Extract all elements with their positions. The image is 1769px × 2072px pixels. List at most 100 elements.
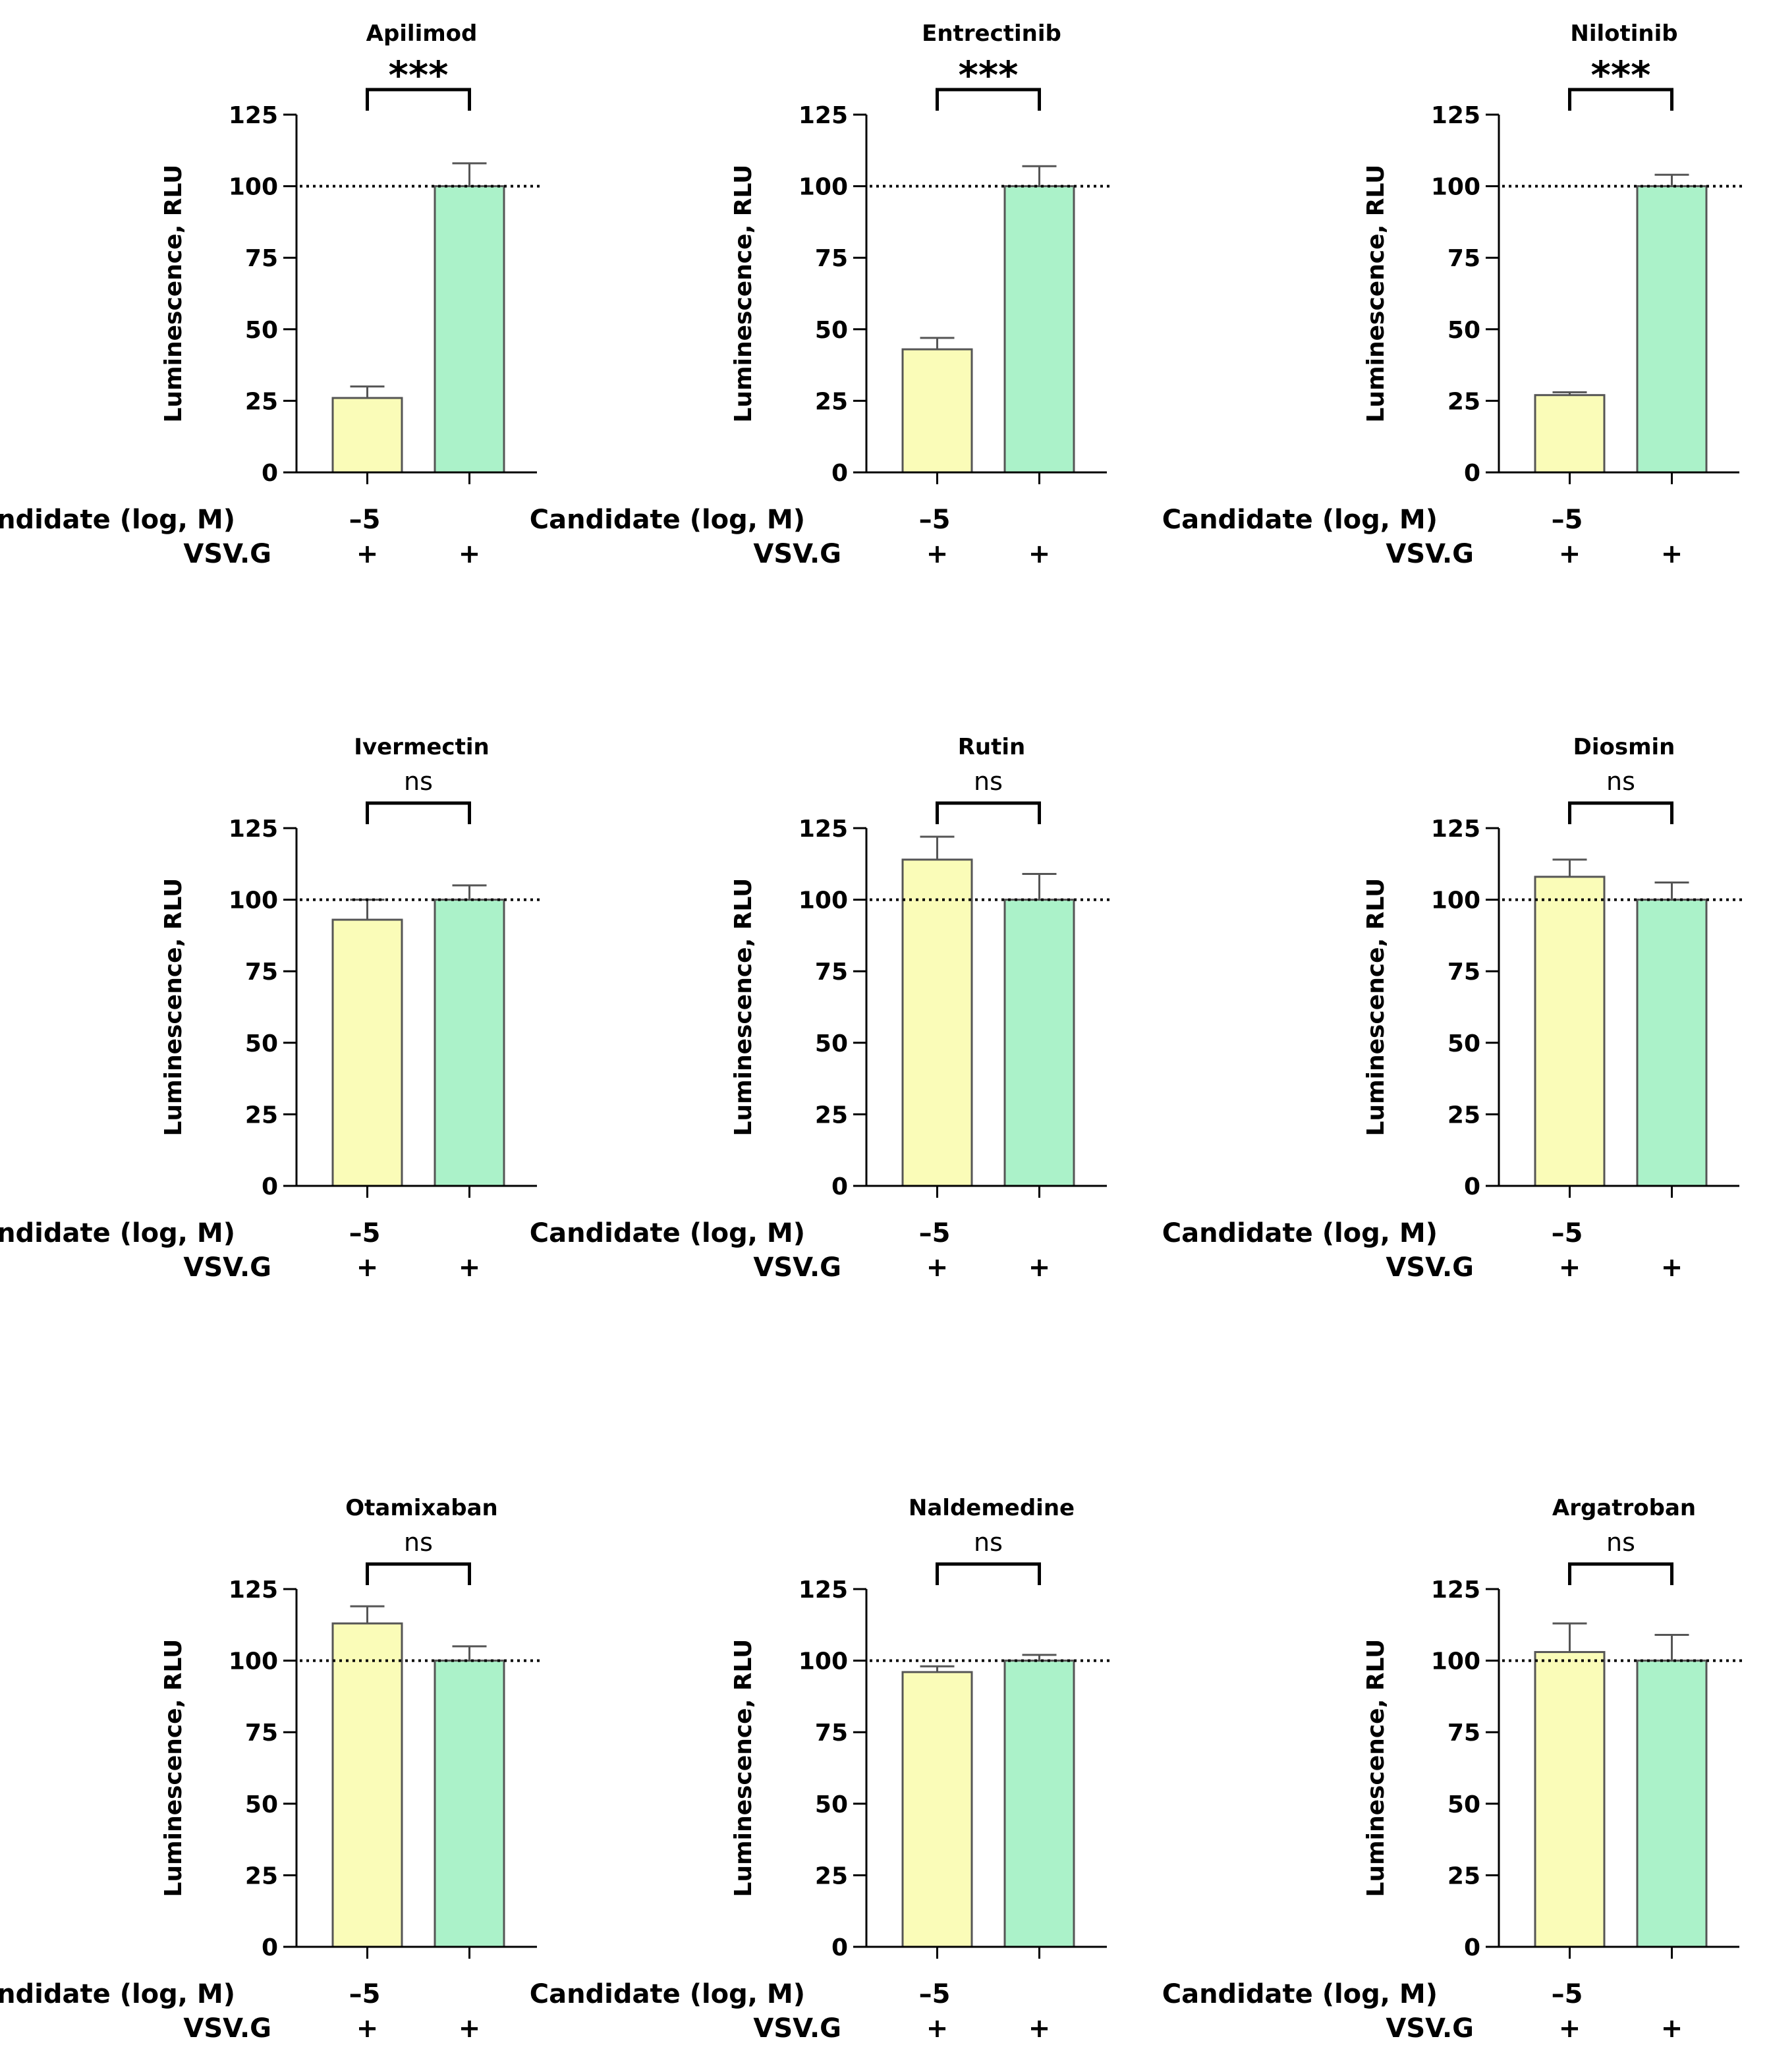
y-tick-label: 0 <box>262 460 278 487</box>
y-tick-label: 50 <box>245 1030 278 1057</box>
y-tick-label: 50 <box>815 1030 848 1057</box>
y-tick-label: 50 <box>1447 317 1480 344</box>
y-tick-label: 50 <box>245 317 278 344</box>
significance-label: *** <box>959 53 1019 98</box>
y-tick-label: 0 <box>1464 1173 1480 1200</box>
chart-panel-5: Rutin ns 0 25 50 75 100 125 Luminescence, RLU Can… <box>530 734 1110 1283</box>
significance-label: *** <box>389 53 449 98</box>
candidate-dose-value: –5 <box>919 1218 951 1248</box>
y-tick-label: 50 <box>815 1791 848 1818</box>
significance-label: *** <box>1591 53 1651 98</box>
bar-candidate-treated <box>1534 1651 1606 1948</box>
bar-vsvg-control <box>1003 1660 1075 1948</box>
vsvg-plus-marker: + <box>926 2013 949 2044</box>
y-tick-label: 25 <box>245 388 278 415</box>
bar-vsvg-control <box>434 899 505 1187</box>
significance-label: ns <box>404 767 433 796</box>
bar-candidate-treated <box>1534 876 1606 1187</box>
vsvg-plus-marker: + <box>1028 2013 1051 2044</box>
y-tick-label: 125 <box>799 1577 848 1604</box>
bar-vsvg-control <box>1003 899 1075 1187</box>
vsvg-plus-marker: + <box>1028 1252 1051 1283</box>
candidate-dose-value: –5 <box>1552 1218 1583 1248</box>
significance-label: ns <box>404 1528 433 1557</box>
chart-title: Diosmin <box>1573 734 1675 760</box>
y-tick-label: 50 <box>815 317 848 344</box>
y-tick-label: 125 <box>229 816 278 843</box>
y-axis-label: Luminescence, RLU <box>160 165 187 423</box>
vsvg-plus-marker: + <box>459 2013 481 2044</box>
chart-panel-2: Entrectinib *** 0 25 50 75 100 125 Luminescence,… <box>530 20 1110 569</box>
y-tick-label: 25 <box>245 1862 278 1890</box>
row-label-vsvg: VSV.G <box>753 1252 841 1283</box>
row-label-vsvg: VSV.G <box>183 2013 271 2044</box>
candidate-dose-value: –5 <box>919 505 951 535</box>
row-label-vsvg: VSV.G <box>753 2013 841 2044</box>
y-tick-label: 25 <box>1447 1862 1480 1890</box>
y-tick-label: 75 <box>1447 959 1480 986</box>
chart-panel-1: Apilimod *** 0 25 50 75 100 125 Luminescence, RL… <box>0 20 540 569</box>
chart-title: Rutin <box>958 734 1026 760</box>
vsvg-plus-marker: + <box>926 539 949 569</box>
y-axis-label: Luminescence, RLU <box>160 878 187 1136</box>
y-tick-label: 100 <box>229 1648 278 1675</box>
y-axis-label: Luminescence, RLU <box>1362 1639 1390 1897</box>
vsvg-plus-marker: + <box>356 2013 379 2044</box>
candidate-dose-value: –5 <box>1552 1979 1583 2009</box>
y-tick-label: 0 <box>831 1934 848 1961</box>
vsvg-plus-marker: + <box>459 1252 481 1283</box>
row-label-candidate: Candidate (log, M) <box>0 505 235 535</box>
chart-title: Apilimod <box>366 20 478 47</box>
chart-title: Otamixaban <box>345 1495 498 1521</box>
significance-bracket <box>1568 88 1673 111</box>
chart-panel-4: Ivermectin ns 0 25 50 75 100 125 Luminescence, R… <box>0 734 540 1283</box>
chart-panel-9: Argatroban ns 0 25 50 75 100 125 Luminescence, R… <box>1162 1495 1743 2044</box>
y-tick-label: 50 <box>245 1791 278 1818</box>
chart-panel-7: Otamixaban ns 0 25 50 75 100 125 Luminescence, R… <box>0 1495 540 2044</box>
y-axis-label: Luminescence, RLU <box>730 878 757 1136</box>
y-tick-label: 75 <box>1447 245 1480 272</box>
y-tick-label: 100 <box>799 887 848 914</box>
vsvg-plus-marker: + <box>1661 539 1683 569</box>
row-label-candidate: Candidate (log, M) <box>1162 1218 1438 1248</box>
y-tick-label: 125 <box>229 1577 278 1604</box>
row-label-vsvg: VSV.G <box>1386 2013 1474 2044</box>
y-tick-label: 125 <box>799 816 848 843</box>
bar-vsvg-control <box>1003 185 1075 474</box>
significance-label: ns <box>974 767 1003 796</box>
y-tick-label: 0 <box>1464 460 1480 487</box>
y-axis-label: Luminescence, RLU <box>160 1639 187 1897</box>
y-tick-label: 75 <box>815 245 848 272</box>
y-tick-label: 25 <box>245 1102 278 1129</box>
candidate-dose-value: –5 <box>349 1979 381 2009</box>
y-tick-label: 25 <box>815 388 848 415</box>
chart-title: Ivermectin <box>354 734 489 760</box>
y-tick-label: 100 <box>799 1648 848 1675</box>
vsvg-plus-marker: + <box>1559 2013 1581 2044</box>
y-tick-label: 0 <box>831 460 848 487</box>
y-tick-label: 125 <box>1431 102 1480 129</box>
significance-bracket <box>366 88 471 111</box>
row-label-candidate: Candidate (log, M) <box>0 1218 235 1248</box>
row-label-vsvg: VSV.G <box>1386 1252 1474 1283</box>
vsvg-plus-marker: + <box>1661 2013 1683 2044</box>
vsvg-plus-marker: + <box>926 1252 949 1283</box>
bar-vsvg-control <box>434 1660 505 1948</box>
bar-candidate-treated <box>1534 394 1606 474</box>
chart-panel-3: Nilotinib *** 0 25 50 75 100 125 Luminescence, R… <box>1162 20 1743 569</box>
row-label-candidate: Candidate (log, M) <box>530 1218 805 1248</box>
y-tick-label: 125 <box>1431 816 1480 843</box>
row-label-vsvg: VSV.G <box>183 1252 271 1283</box>
vsvg-plus-marker: + <box>1559 1252 1581 1283</box>
row-label-candidate: Candidate (log, M) <box>1162 1979 1438 2009</box>
significance-label: ns <box>1606 1528 1635 1557</box>
y-tick-label: 100 <box>1431 1648 1480 1675</box>
significance-bracket <box>1568 1562 1673 1585</box>
significance-bracket <box>936 88 1041 111</box>
bar-vsvg-control <box>1636 185 1708 474</box>
y-tick-label: 100 <box>229 887 278 914</box>
row-label-candidate: Candidate (log, M) <box>1162 505 1438 535</box>
candidate-dose-value: –5 <box>1552 505 1583 535</box>
bar-vsvg-control <box>1636 1660 1708 1948</box>
